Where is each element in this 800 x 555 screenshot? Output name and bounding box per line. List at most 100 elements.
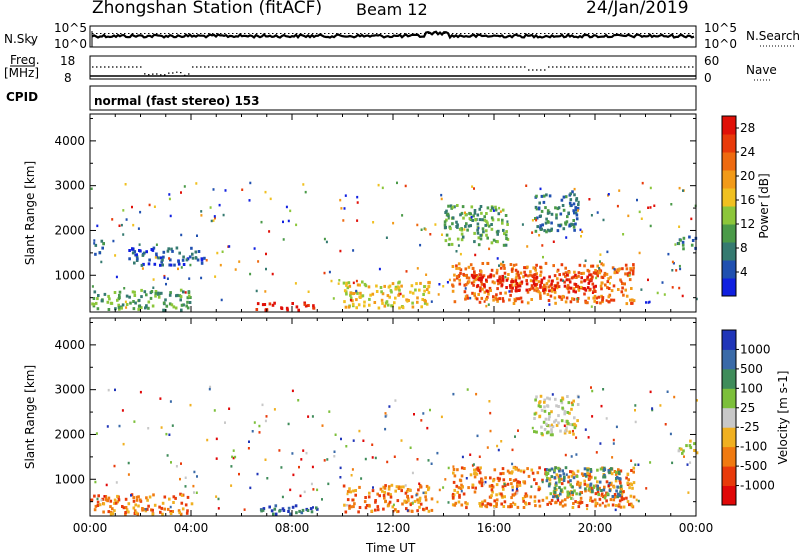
x-tick-label: 16:00 <box>477 521 512 535</box>
power-cell <box>600 262 603 266</box>
power-cell <box>483 290 487 294</box>
nsearch-tick-top: 10^5 <box>704 21 737 35</box>
velocity-cell <box>382 494 386 497</box>
velocity-cell <box>291 452 294 455</box>
velocity-cell <box>560 477 563 481</box>
power-cell <box>359 291 362 295</box>
power-cell <box>112 239 115 243</box>
power-cell <box>531 274 534 278</box>
velocity-cell <box>530 485 533 488</box>
power-cell <box>553 288 556 292</box>
velocity-cell <box>309 507 313 511</box>
power-cell <box>469 296 472 300</box>
power-cell <box>550 227 553 231</box>
power-cell <box>572 219 575 222</box>
velocity-cell <box>613 495 617 499</box>
velocity-cell <box>473 468 476 472</box>
power-cell <box>682 236 686 240</box>
velocity-cell <box>563 498 567 502</box>
power-cell <box>487 303 490 306</box>
power-cell <box>338 279 341 282</box>
velocity-cell <box>461 485 464 489</box>
power-cell <box>330 279 333 283</box>
velocity-cell <box>490 488 494 492</box>
power-cell <box>539 294 542 298</box>
power-cell <box>388 295 391 299</box>
velocity-cell <box>567 475 570 479</box>
power-cell <box>200 257 204 261</box>
power-cell <box>383 284 386 288</box>
power-cell <box>550 282 553 286</box>
velocity-cell <box>609 498 613 502</box>
power-cell <box>271 303 275 307</box>
velocity-cell <box>538 414 542 418</box>
power-cell <box>561 294 565 298</box>
velocity-cell <box>109 505 112 509</box>
power-cell <box>548 194 552 198</box>
velocity-cell <box>124 497 128 501</box>
velocity-cell <box>168 497 171 501</box>
power-cell <box>539 224 542 228</box>
velocity-cell <box>478 480 481 484</box>
power-cell <box>653 204 656 207</box>
power-cell <box>671 260 674 264</box>
velocity-colorbar-frame <box>721 329 737 506</box>
power-cell <box>343 289 347 293</box>
power-cell <box>681 240 685 244</box>
power-cell <box>450 242 454 246</box>
power-cell <box>425 273 428 276</box>
velocity-cell <box>579 481 582 485</box>
velocity-cell <box>113 501 116 505</box>
power-cell <box>587 269 591 273</box>
power-cell <box>160 260 163 264</box>
power-cell <box>496 232 499 236</box>
power-cell <box>132 223 135 227</box>
power-cell <box>200 261 204 265</box>
nave-tick-bottom: 0 <box>704 71 712 85</box>
velocity-cell <box>543 405 546 409</box>
power-cell <box>518 284 522 288</box>
power-cell <box>581 230 584 233</box>
power-cell <box>539 283 542 287</box>
power-cell <box>115 275 118 279</box>
power-cell <box>589 287 592 291</box>
power-cell <box>567 278 571 282</box>
power-cell <box>580 280 583 284</box>
power-cell <box>97 294 100 297</box>
power-cell <box>688 235 691 239</box>
power-cell <box>487 224 491 228</box>
cpid-panel-frame <box>89 85 697 111</box>
power-cell <box>544 206 547 210</box>
velocity-cell <box>578 492 582 496</box>
velocity-cell <box>186 495 190 499</box>
velocity-cell <box>472 463 475 466</box>
power-cell <box>456 223 459 227</box>
power-cell <box>394 287 397 291</box>
power-cell <box>677 242 681 246</box>
velocity-cell <box>622 505 626 509</box>
power-cell <box>533 278 537 282</box>
velocity-cell <box>493 468 497 472</box>
velocity-cell <box>534 504 537 508</box>
power-cell <box>121 303 125 307</box>
velocity-cell <box>612 498 616 502</box>
power-cell <box>360 294 363 298</box>
power-cell <box>543 288 546 291</box>
power-cell <box>268 302 272 306</box>
velocity-cell <box>461 455 464 459</box>
power-cell <box>499 266 503 270</box>
power-cell <box>647 278 649 282</box>
velocity-cell <box>135 495 139 499</box>
velocity-cell <box>498 492 502 496</box>
power-cell <box>116 298 119 302</box>
power-cell <box>396 181 398 185</box>
velocity-cell <box>603 468 607 472</box>
velocity-cell <box>620 487 623 491</box>
power-cell <box>178 251 181 255</box>
velocity-cell <box>417 500 420 504</box>
velocity-cell <box>630 459 633 462</box>
power-cell <box>596 274 599 278</box>
velocity-cell <box>559 492 562 496</box>
power-cell <box>508 298 511 302</box>
velocity-cell <box>384 427 387 431</box>
